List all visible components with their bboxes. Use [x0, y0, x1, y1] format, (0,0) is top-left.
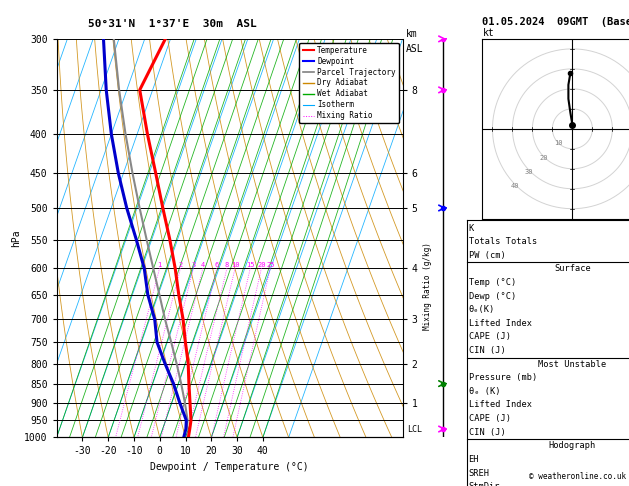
Text: Mixing Ratio (g/kg): Mixing Ratio (g/kg) [423, 242, 432, 330]
Text: 30: 30 [525, 169, 533, 175]
Text: 25: 25 [266, 262, 274, 268]
Text: SREH: SREH [469, 469, 489, 478]
Text: K: K [469, 224, 474, 233]
Text: 20: 20 [540, 155, 548, 160]
Text: 20: 20 [257, 262, 265, 268]
Text: Pressure (mb): Pressure (mb) [469, 373, 537, 382]
Text: CAPE (J): CAPE (J) [469, 332, 511, 342]
Text: 6: 6 [214, 262, 219, 268]
Text: CIN (J): CIN (J) [469, 428, 505, 437]
Text: 40: 40 [511, 183, 519, 190]
Text: Lifted Index: Lifted Index [469, 400, 532, 410]
Text: θₑ(K): θₑ(K) [469, 305, 495, 314]
Text: Totals Totals: Totals Totals [469, 237, 537, 246]
Text: CAPE (J): CAPE (J) [469, 414, 511, 423]
Text: km: km [406, 29, 418, 39]
Y-axis label: hPa: hPa [11, 229, 21, 247]
Text: EH: EH [469, 455, 479, 464]
Text: 2: 2 [179, 262, 182, 268]
Legend: Temperature, Dewpoint, Parcel Trajectory, Dry Adiabat, Wet Adiabat, Isotherm, Mi: Temperature, Dewpoint, Parcel Trajectory… [299, 43, 399, 123]
Text: 10: 10 [554, 140, 562, 146]
Text: Most Unstable: Most Unstable [538, 360, 606, 369]
Text: θₑ (K): θₑ (K) [469, 387, 500, 396]
Text: 8: 8 [225, 262, 229, 268]
Text: kt: kt [482, 28, 494, 38]
Text: 3: 3 [191, 262, 196, 268]
Text: © weatheronline.co.uk: © weatheronline.co.uk [529, 472, 626, 481]
Text: LCL: LCL [407, 424, 421, 434]
Text: CIN (J): CIN (J) [469, 346, 505, 355]
Text: StmDir: StmDir [469, 482, 500, 486]
Text: 4: 4 [201, 262, 205, 268]
Text: 50°31'N  1°37'E  30m  ASL: 50°31'N 1°37'E 30m ASL [88, 19, 257, 30]
Text: Hodograph: Hodograph [548, 441, 596, 451]
Text: 15: 15 [246, 262, 255, 268]
X-axis label: Dewpoint / Temperature (°C): Dewpoint / Temperature (°C) [150, 462, 309, 472]
Text: 01.05.2024  09GMT  (Base: 06): 01.05.2024 09GMT (Base: 06) [482, 17, 629, 27]
Text: Dewp (°C): Dewp (°C) [469, 292, 516, 301]
Text: 1: 1 [157, 262, 162, 268]
Text: ASL: ASL [406, 44, 423, 54]
Text: Surface: Surface [554, 264, 591, 274]
Text: Temp (°C): Temp (°C) [469, 278, 516, 287]
Text: PW (cm): PW (cm) [469, 251, 505, 260]
Text: Lifted Index: Lifted Index [469, 319, 532, 328]
Text: 10: 10 [231, 262, 239, 268]
